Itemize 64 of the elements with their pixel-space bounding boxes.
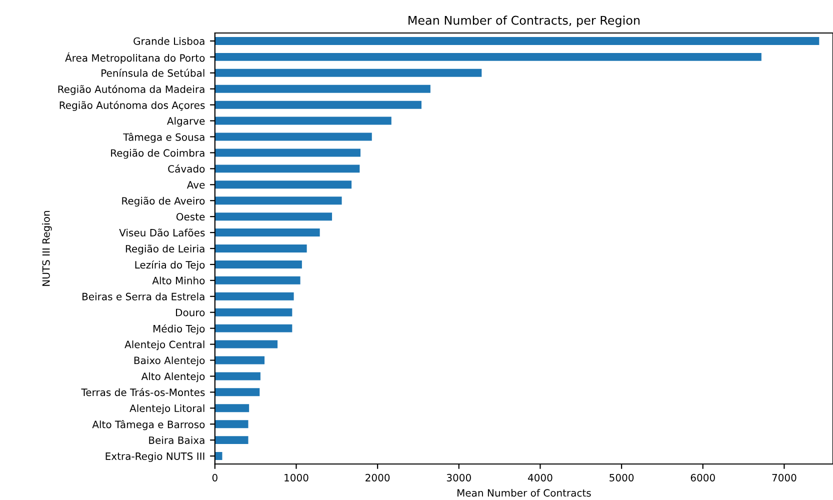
y-tick-label: Douro — [176, 308, 205, 316]
y-tick-label: Terras de Trás-os-Montes — [81, 388, 205, 396]
bar — [214, 436, 248, 444]
y-tick-label: Alto Tâmega e Barroso — [92, 420, 205, 430]
bar — [214, 36, 820, 45]
bar — [214, 68, 482, 77]
y-tick-label: Alentejo Central — [124, 340, 204, 350]
y-tick-label: Tâmega e Sousa — [123, 132, 204, 143]
x-tick-label: 7000 — [772, 474, 796, 482]
bar — [214, 180, 352, 189]
bar — [214, 356, 265, 364]
bar — [214, 244, 307, 252]
bar — [214, 212, 332, 221]
bar — [214, 292, 294, 300]
chart-title: Mean Number of Contracts, per Region — [408, 16, 640, 28]
x-tick-label: 5000 — [610, 474, 634, 482]
y-tick-label: Grande Lisboa — [134, 37, 204, 45]
y-tick-label: Península de Setúbal — [102, 68, 204, 77]
x-tick-label: 6000 — [690, 474, 715, 482]
y-tick-label: Beira Baixa — [149, 436, 204, 444]
bar — [214, 132, 372, 141]
y-tick-label: Alto Minho — [152, 276, 205, 284]
bar — [214, 372, 260, 380]
x-tick-label: 3000 — [446, 474, 471, 482]
x-tick-label: 1000 — [284, 474, 308, 482]
bar — [214, 276, 300, 284]
y-tick-label: Médio Tejo — [154, 324, 205, 334]
x-axis-title: Mean Number of Contracts — [458, 488, 591, 497]
x-tick-label: 0 — [212, 474, 218, 482]
y-tick-label: Região de Aveiro — [122, 196, 205, 207]
bar — [214, 404, 250, 412]
y-tick-label: Cávado — [168, 164, 205, 173]
y-tick-label: Alentejo Litoral — [130, 404, 204, 414]
y-tick-label: Região Autónoma da Madeira — [58, 84, 204, 95]
x-tick-label: 2000 — [366, 474, 390, 482]
bar — [214, 196, 342, 205]
y-tick-label: Beiras e Serra da Estrela — [82, 292, 204, 300]
bar — [214, 260, 302, 268]
bar — [214, 52, 762, 61]
y-tick-label: Alto Alentejo — [141, 372, 205, 382]
y-tick-label: Oeste — [176, 212, 205, 221]
y-tick-label: Região de Leiria — [126, 244, 204, 254]
bar — [214, 100, 422, 109]
bar — [214, 308, 292, 316]
y-tick-label: Ave — [186, 181, 205, 189]
y-tick-label: Região de Coimbra — [111, 148, 204, 159]
y-tick-label: Viseu Dão Lafões — [119, 228, 205, 236]
bar — [214, 116, 392, 125]
bar — [214, 340, 278, 348]
bar — [214, 148, 360, 157]
y-tick-label: Lezíria do Tejo — [135, 260, 205, 271]
x-tick-label: 4000 — [528, 474, 552, 482]
bar — [214, 324, 292, 332]
y-tick-label: Algarve — [166, 116, 205, 127]
bar — [214, 164, 360, 173]
bar — [214, 388, 260, 396]
y-tick-label: Área Metropolitana do Porto — [65, 52, 205, 64]
y-axis-title: NUTS III Region — [42, 211, 52, 286]
y-tick-label: Extra-Regio NUTS III — [106, 452, 204, 462]
bar — [214, 420, 248, 428]
y-tick-label: Região Autónoma dos Açores — [60, 100, 205, 111]
bar — [214, 84, 430, 93]
bar — [214, 228, 320, 237]
y-tick-label: Baixo Alentejo — [134, 356, 205, 366]
